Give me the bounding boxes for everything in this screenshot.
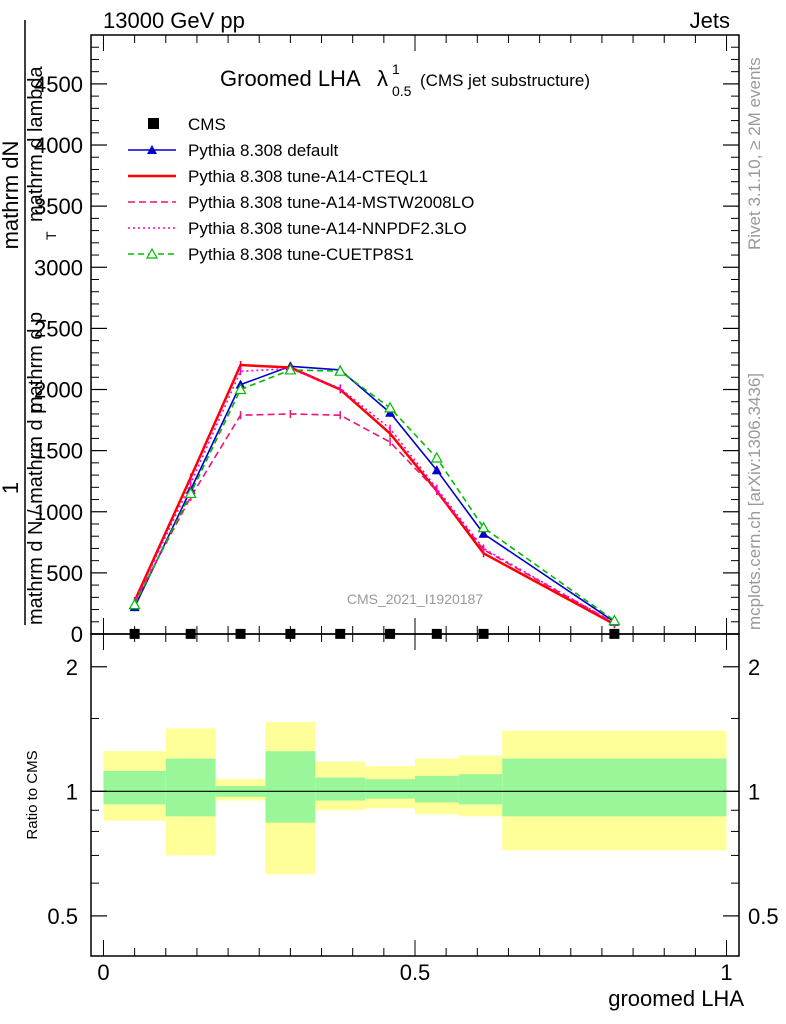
plot-title-sub: 0.5 [392, 83, 412, 99]
legend-label: CMS [188, 115, 226, 134]
ratio-ytick-label-right: 1 [748, 779, 760, 804]
ratio-ytick-label-right: 2 [748, 655, 760, 680]
ratio-bands [91, 722, 739, 875]
legend-marker-open-triangle [145, 247, 159, 259]
marker-open-triangle [477, 521, 490, 533]
ratio-ytick-label: 1 [66, 779, 78, 804]
legend-label: Pythia 8.308 tune-CUETP8S1 [188, 245, 414, 264]
marker-triangle [431, 465, 442, 475]
legend-label: Pythia 8.308 tune-A14-NNPDF2.3LO [188, 219, 467, 238]
ratio-xtick-label: 0.5 [400, 960, 431, 985]
main-ticks: 0 500 1000 1500 2000 2500 3000 3500 4000 4500 [34, 35, 739, 647]
legend-entry-cms: CMS [148, 115, 226, 134]
legend-label: Pythia 8.308 tune-A14-MSTW2008LO [188, 193, 474, 212]
mcplots-label: mcplots.cern.ch [arXiv:1306.3436] [745, 373, 764, 630]
ratio-band-inner [415, 775, 459, 803]
main-ylabel: 1 mathrm dN mathrm d N / mathrm d p math… [0, 20, 59, 625]
main-ytick-label: 3500 [34, 194, 83, 219]
ylabel-frac-top: mathrm dN [0, 141, 23, 250]
x-axis-label: groomed LHA [608, 986, 744, 1011]
marker-open-triangle [608, 614, 621, 626]
main-ytick-label: 3000 [34, 255, 83, 280]
series-nnpdf [133, 364, 616, 627]
marker-open-triangle [234, 383, 247, 395]
ratio-band-inner [103, 770, 166, 805]
marker-open-triangle [284, 363, 297, 375]
legend-entry-nnpdf: Pythia 8.308 tune-A14-NNPDF2.3LO [128, 219, 467, 238]
main-ytick-label: 500 [46, 561, 83, 586]
legend: CMS Pythia 8.308 default Pythia 8.308 tune… [128, 115, 474, 264]
rivet-label: Rivet 3.1.10, ≥ 2M events [745, 57, 764, 250]
series-cteql1 [133, 361, 616, 629]
plot-title-main: Groomed LHA [220, 66, 361, 91]
main-ytick-label: 0 [71, 622, 83, 647]
ylabel-frac-bottom-b: mathrm d p [25, 312, 47, 413]
ratio-ytick-label: 2 [66, 655, 78, 680]
main-ytick-label: 2500 [34, 316, 83, 341]
ratio-band-inner [458, 774, 503, 805]
legend-entry-default: Pythia 8.308 default [128, 141, 339, 160]
legend-entry-cteql1: Pythia 8.308 tune-A14-CTEQL1 [128, 167, 428, 186]
legend-marker-triangle [147, 145, 157, 154]
legend-entry-mstw: Pythia 8.308 tune-A14-MSTW2008LO [128, 193, 474, 212]
ratio-xtick-label: 0 [97, 960, 109, 985]
ratio-band-inner [365, 779, 415, 799]
header-category: Jets [690, 8, 730, 33]
plot-title-sup: 1 [392, 61, 400, 77]
ylabel-sub-t: T [43, 231, 59, 240]
main-ytick-label: 1500 [34, 439, 83, 464]
plot-title-suffix: (CMS jet substructure) [420, 71, 590, 90]
marker-open-triangle [128, 598, 141, 610]
plot-title-lambda: λ [377, 66, 388, 91]
ylabel-frac-bottom-c: mathrm d lambda [25, 66, 47, 222]
marker-open-triangle [334, 364, 347, 376]
legend-label: Pythia 8.308 default [188, 141, 339, 160]
series-cuetp8s1 [128, 363, 621, 626]
marker-open-triangle [430, 451, 443, 463]
series-line-default [133, 365, 615, 623]
marker-open-triangle [384, 401, 397, 413]
legend-entry-cuetp8s1: Pythia 8.308 tune-CUETP8S1 [128, 245, 414, 264]
ratio-ytick-label-right: 0.5 [748, 904, 779, 929]
main-ytick-label: 4000 [34, 133, 83, 158]
legend-label: Pythia 8.308 tune-A14-CTEQL1 [188, 167, 428, 186]
ratio-band-inner [265, 751, 316, 823]
ratio-ticks: 0.5 0.5 1 1 2 2 0 0.5 1 [47, 634, 779, 985]
ratio-band-inner [502, 758, 727, 817]
marker-open-triangle [184, 487, 197, 499]
marker-triangle [478, 528, 489, 538]
main-ytick-label: 4500 [34, 72, 83, 97]
main-ytick-label: 1000 [34, 500, 83, 525]
analysis-watermark: CMS_2021_I1920187 [347, 591, 483, 607]
ratio-band-inner [165, 758, 216, 817]
series-line-cuetp8s1 [133, 369, 615, 622]
legend-marker-square [148, 118, 159, 129]
main-ytick-label: 2000 [34, 378, 83, 403]
ylabel-frac-bottom-a: mathrm d N / mathrm d p [25, 403, 47, 625]
plot-title: Groomed LHA λ 1 0.5 (CMS jet substructur… [220, 61, 590, 99]
ratio-ylabel: Ratio to CMS [24, 750, 41, 839]
ylabel-one: 1 [0, 482, 23, 494]
ratio-band-inner [315, 777, 366, 801]
ratio-xtick-label: 1 [720, 960, 732, 985]
header-energy: 13000 GeV pp [103, 8, 245, 33]
ratio-ytick-label: 0.5 [47, 904, 78, 929]
series-line-cteql1 [133, 363, 615, 626]
